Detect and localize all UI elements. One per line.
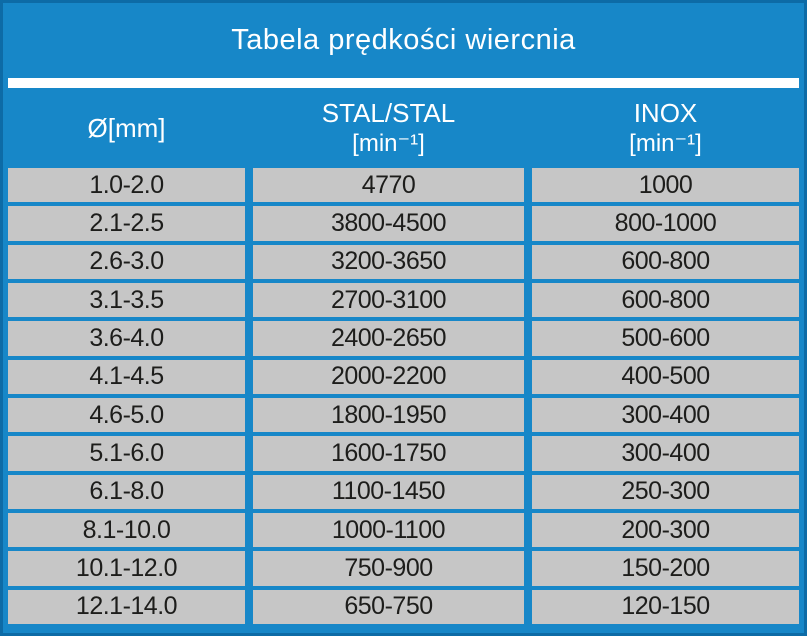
table-cell: 10.1-12.0 xyxy=(8,551,245,586)
table-cell: 1600-1750 xyxy=(253,436,524,471)
table-cell: 250-300 xyxy=(532,474,799,509)
table-cell: 2.1-2.5 xyxy=(8,206,245,241)
table-cell: 4.6-5.0 xyxy=(8,397,245,433)
column-stal: 4770 3800-4500 3200-3650 2700-3100 2400-2650… xyxy=(253,168,524,624)
table-cell: 6.1-8.0 xyxy=(8,474,245,509)
column-header-stal: STAL/STAL [min⁻¹] xyxy=(253,97,524,160)
table-cell: 2000-2200 xyxy=(253,359,524,394)
table-cell: 1.0-2.0 xyxy=(8,168,245,203)
table-cell: 2.6-3.0 xyxy=(8,244,245,279)
table-cell: 650-750 xyxy=(253,589,524,624)
table-cell: 750-900 xyxy=(253,551,524,586)
table-cell: 600-800 xyxy=(532,282,799,318)
column-header-unit: [min⁻¹] xyxy=(352,130,425,158)
table-cell: 150-200 xyxy=(532,551,799,586)
table-cell: 3200-3650 xyxy=(253,244,524,279)
column-header-unit: [min⁻¹] xyxy=(629,130,702,158)
column-header-inox: INOX [min⁻¹] xyxy=(532,97,799,160)
table-cell: 2700-3100 xyxy=(253,282,524,318)
column-diameter: 1.0-2.0 2.1-2.5 2.6-3.0 3.1-3.5 3.6-4.0 4.1-4… xyxy=(8,168,245,624)
column-header-label: Ø[mm] xyxy=(87,112,166,143)
table-cell: 2400-2650 xyxy=(253,321,524,356)
title-area: Tabela prędkości wiercnia xyxy=(3,3,804,78)
table-cell: 120-150 xyxy=(532,589,799,624)
table-cell: 3.6-4.0 xyxy=(8,321,245,356)
table-cell: 1000 xyxy=(532,168,799,203)
table-cell: 5.1-6.0 xyxy=(8,436,245,471)
table-cell: 3.1-3.5 xyxy=(8,282,245,318)
table-cell: 1100-1450 xyxy=(253,474,524,509)
table-cell: 4770 xyxy=(253,168,524,203)
column-inox: 1000 800-1000 600-800 600-800 500-600 400-500… xyxy=(532,168,799,624)
table-body: 1.0-2.0 2.1-2.5 2.6-3.0 3.1-3.5 3.6-4.0 4.1-4… xyxy=(3,168,804,624)
table-cell: 600-800 xyxy=(532,244,799,279)
table-cell: 500-600 xyxy=(532,321,799,356)
column-header-label: STAL/STAL xyxy=(321,97,456,128)
page-title: Tabela prędkości wiercnia xyxy=(231,24,576,56)
table-header-row: Ø[mm] STAL/STAL [min⁻¹] INOX [min⁻¹] xyxy=(3,88,804,168)
table-cell: 1000-1100 xyxy=(253,512,524,548)
table-cell: 4.1-4.5 xyxy=(8,359,245,394)
table-cell: 200-300 xyxy=(532,512,799,548)
column-header-label: INOX xyxy=(633,97,698,128)
table-cell: 400-500 xyxy=(532,359,799,394)
table-cell: 3800-4500 xyxy=(253,206,524,241)
table-cell: 300-400 xyxy=(532,436,799,471)
divider-rule xyxy=(8,78,799,88)
table-cell: 8.1-10.0 xyxy=(8,512,245,548)
table-cell: 800-1000 xyxy=(532,206,799,241)
table-cell: 300-400 xyxy=(532,397,799,433)
column-header-diameter: Ø[mm] xyxy=(8,112,245,145)
table-cell: 12.1-14.0 xyxy=(8,589,245,624)
table-cell: 1800-1950 xyxy=(253,397,524,433)
